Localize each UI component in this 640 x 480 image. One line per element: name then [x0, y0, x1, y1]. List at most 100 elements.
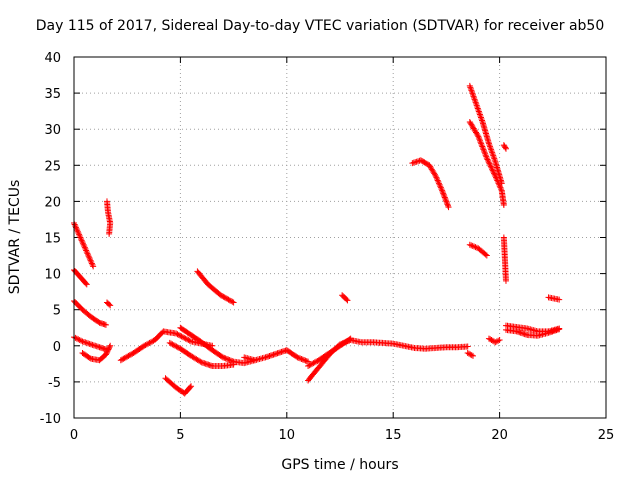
data-point — [188, 383, 195, 390]
data-point — [78, 235, 85, 242]
series-arc-m — [241, 347, 312, 365]
data-point — [470, 352, 476, 359]
data-point — [128, 351, 135, 358]
data-point — [220, 293, 227, 300]
data-point — [471, 94, 478, 101]
data-point — [302, 357, 309, 364]
data-point — [443, 200, 450, 207]
data-point — [556, 296, 563, 303]
data-point — [496, 183, 503, 190]
data-point — [477, 114, 484, 121]
data-point — [175, 331, 182, 338]
data-point — [102, 321, 109, 328]
data-point — [470, 93, 477, 100]
series-arc-z — [502, 322, 563, 335]
data-point — [483, 155, 490, 162]
data-point — [122, 354, 129, 361]
data-point — [468, 88, 475, 95]
data-point — [141, 342, 148, 349]
data-point — [479, 117, 486, 124]
data-point — [493, 176, 500, 183]
y-tick-label: 10 — [44, 268, 61, 283]
data-point — [437, 183, 444, 190]
x-tick-label: 20 — [491, 428, 508, 443]
data-point — [221, 294, 228, 301]
data-point — [478, 115, 485, 122]
data-point — [229, 358, 236, 365]
data-point — [472, 99, 479, 106]
data-point — [221, 354, 228, 361]
data-point — [223, 355, 230, 362]
data-point — [439, 188, 446, 195]
data-point — [179, 334, 186, 341]
data-point — [487, 336, 494, 343]
data-point — [467, 84, 474, 91]
data-point — [471, 96, 478, 103]
data-point — [466, 350, 473, 357]
data-point — [88, 259, 95, 266]
data-point — [83, 281, 90, 288]
series-arc-c — [71, 298, 109, 328]
data-point — [89, 261, 96, 268]
data-point — [475, 133, 482, 140]
data-point — [489, 149, 496, 156]
data-point — [485, 159, 492, 166]
data-point — [483, 153, 490, 160]
data-point — [467, 85, 474, 92]
data-point — [72, 222, 79, 229]
data-point — [492, 339, 499, 346]
data-point — [178, 333, 185, 340]
data-point — [222, 295, 229, 302]
data-point — [142, 342, 149, 349]
data-point — [444, 202, 451, 209]
data-point — [83, 247, 90, 254]
series-arc-b — [71, 266, 90, 288]
data-point — [484, 156, 491, 163]
data-point — [474, 103, 481, 110]
data-point — [491, 171, 498, 178]
series-arc-l — [194, 268, 237, 306]
data-point — [226, 357, 233, 364]
data-point — [486, 160, 493, 167]
data-point — [473, 102, 480, 109]
data-point — [445, 204, 452, 211]
data-point — [182, 335, 189, 342]
data-point — [488, 164, 495, 171]
data-point — [125, 352, 132, 359]
data-point — [478, 140, 485, 147]
data-point — [477, 137, 484, 144]
data-point — [77, 234, 84, 241]
y-tick-label: 35 — [44, 87, 61, 102]
data-point — [492, 173, 499, 180]
data-point — [124, 353, 131, 360]
data-point — [494, 178, 501, 185]
data-point — [488, 337, 495, 344]
data-point — [85, 253, 92, 260]
tick-labels: 0 5 10 15 20 25 -10 -5 0 5 10 15 20 25 30 35 40 — [40, 51, 615, 443]
data-point — [480, 147, 487, 154]
data-point — [293, 353, 300, 360]
data-point — [311, 359, 318, 366]
data-point — [490, 152, 497, 159]
data-point — [502, 144, 509, 151]
data-point — [79, 238, 86, 245]
series-arc-t — [466, 118, 507, 209]
data-point — [174, 331, 181, 338]
data-point — [294, 354, 301, 361]
data-point — [169, 341, 176, 348]
data-point — [475, 134, 482, 141]
data-point — [147, 339, 154, 346]
data-point — [219, 292, 226, 299]
data-point — [491, 157, 498, 164]
data-point — [310, 360, 317, 367]
data-point — [173, 343, 180, 350]
data-point — [441, 194, 448, 201]
data-point — [80, 241, 87, 248]
data-point — [305, 363, 312, 370]
data-point — [480, 146, 487, 153]
data-point — [344, 297, 351, 304]
series-arc-x — [500, 234, 509, 284]
data-point — [485, 157, 492, 164]
data-point — [495, 337, 502, 344]
data-point — [86, 256, 93, 263]
